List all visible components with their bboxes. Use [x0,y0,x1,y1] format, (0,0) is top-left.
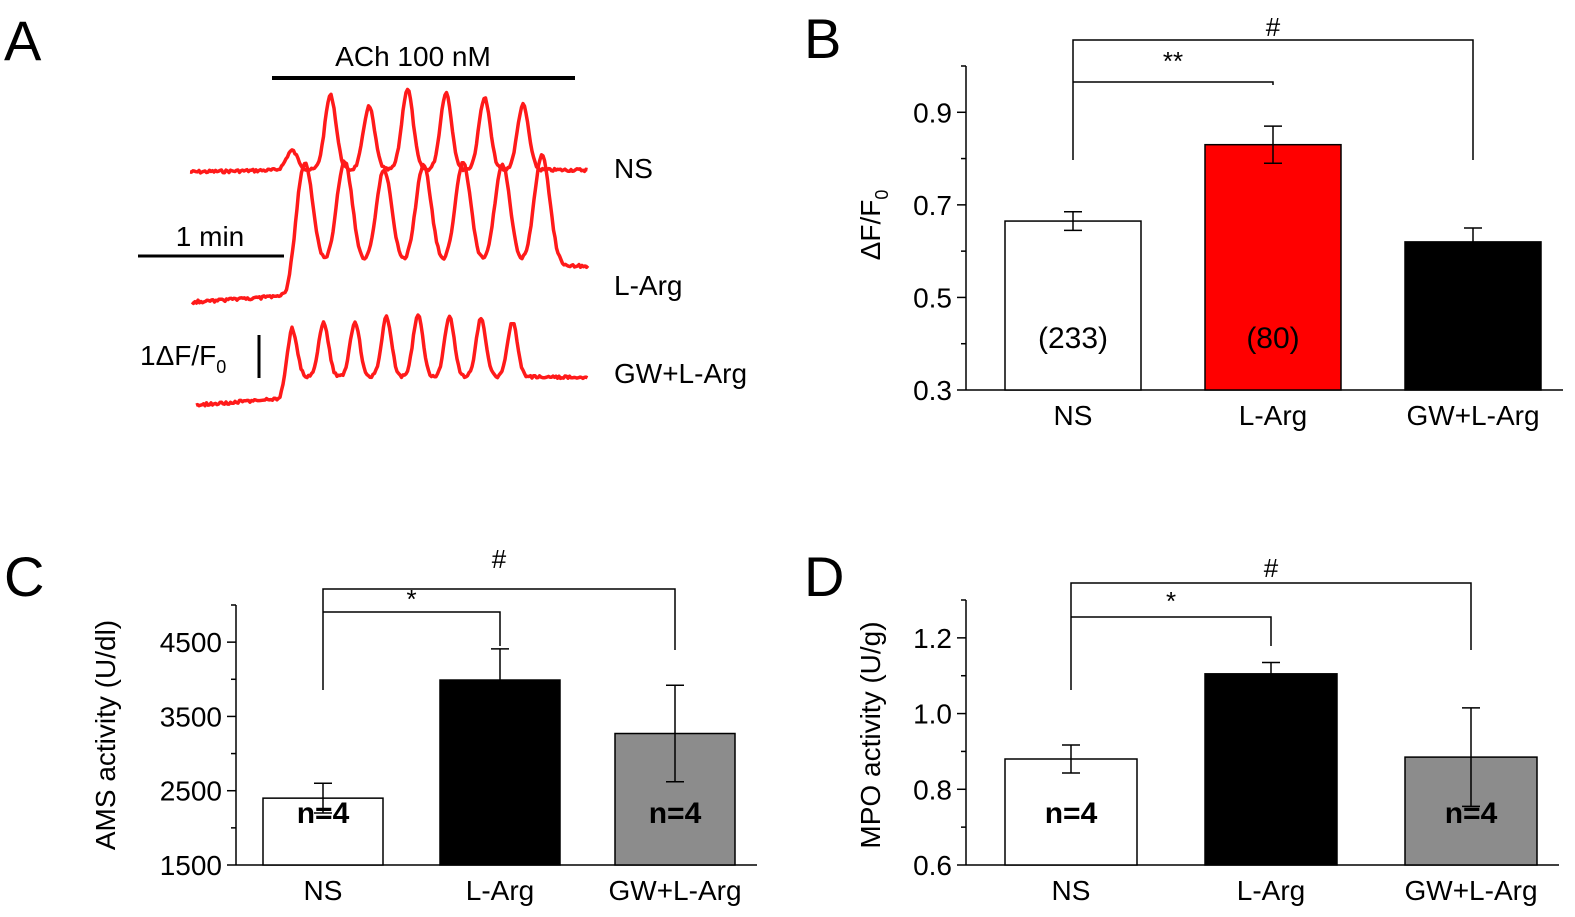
x-tick-label: GW+L-Arg [1404,875,1537,906]
significance-bracket-outer [1072,39,1474,160]
bar-ns [1004,220,1142,391]
trace-line-ns [189,87,588,175]
bar-count-label: (177) [1438,322,1508,355]
x-tick-label: GW+L-Arg [1406,400,1539,431]
panel-letter-a: A [4,9,42,72]
y-tick-label: 1.2 [913,623,952,654]
significance-bracket-inner [323,611,501,646]
x-tick-label: NS [1052,875,1091,906]
y-tick-label: 0.3 [913,375,952,406]
y-tick-label: 0.7 [913,190,952,221]
significance-marker: * [406,584,416,614]
significance-marker: # [1266,12,1281,42]
bar-ns [262,797,384,866]
bar-l-arg [1204,673,1338,866]
trace-label: GW+L-Arg [614,358,747,389]
trace-line-gw-l-arg [195,313,589,408]
x-tick-label: L-Arg [1237,875,1305,906]
bar-count-label: n=4 [474,797,527,830]
panel-a: A ACh 100 nM 1 min 1ΔF/F0 NS L-Arg GW+L-Ar… [4,9,747,408]
trace-label: L-Arg [614,270,682,301]
y-axis-label: ΔF/F0 [855,190,892,261]
bar-count-label: (233) [1038,322,1108,355]
bar-count-label: n=4 [1445,797,1498,830]
time-scale-label: 1 min [176,221,244,252]
significance-bracket-outer [1070,582,1472,690]
panel-b: B 0.3 0.5 0.7 0.9 ΔF/F0 (233) NS (80) L-Arg (177) G… [804,7,1563,431]
y-axis-label: MPO activity (U/g) [855,621,886,848]
panel-c: C 1500 2500 3500 4500 AMS activity (U/dl) n=4 N… [4,544,757,906]
y-tick-label: 0.9 [913,97,952,128]
panel-letter-c: C [4,545,44,608]
bar-ns [1004,758,1138,866]
y-tick-label: 4500 [160,627,222,658]
y-tick-label: 0.8 [913,774,952,805]
significance-bracket-inner [1071,616,1272,646]
stimulus-label: ACh 100 nM [335,41,491,72]
significance-bracket-outer [322,588,676,690]
amplitude-scale-label: 1ΔF/F0 [140,340,226,377]
y-axis-label: AMS activity (U/dl) [90,620,121,850]
bar-count-label: n=4 [1045,797,1098,830]
x-tick-label: NS [1054,400,1093,431]
bar-gw-l-arg [1404,241,1542,391]
x-tick-label: L-Arg [1239,400,1307,431]
significance-bracket-inner [1073,81,1274,85]
y-tick-label: 0.6 [913,850,952,881]
significance-marker: # [1264,553,1279,583]
x-tick-label: L-Arg [466,875,534,906]
bar-count-label: n=4 [1245,797,1298,830]
significance-marker: * [1166,586,1176,616]
bar-l-arg [1204,143,1342,391]
bar-count-label: (80) [1246,322,1299,355]
significance-marker: ** [1163,46,1183,76]
significance-marker: # [492,544,507,574]
bar-count-label: n=4 [649,797,702,830]
x-tick-label: NS [304,875,343,906]
panel-d: D 0.6 0.8 1.0 1.2 MPO activity (U/g) n=4 NS n=4 L… [804,545,1559,906]
y-tick-label: 1.0 [913,699,952,730]
y-tick-label: 0.5 [913,282,952,313]
y-tick-label: 2500 [160,776,222,807]
x-tick-label: GW+L-Arg [608,875,741,906]
bar-count-label: n=4 [297,797,350,830]
panel-letter-b: B [804,7,841,70]
panel-letter-d: D [804,545,844,608]
bar-charts: B 0.3 0.5 0.7 0.9 ΔF/F0 (233) NS (80) L-Arg (177) G… [4,7,1563,906]
trace-line-l-arg [190,153,590,306]
y-tick-label: 1500 [160,850,222,881]
calcium-traces: NS L-Arg GW+L-Arg [189,87,747,408]
y-tick-label: 3500 [160,701,222,732]
trace-label: NS [614,153,653,184]
